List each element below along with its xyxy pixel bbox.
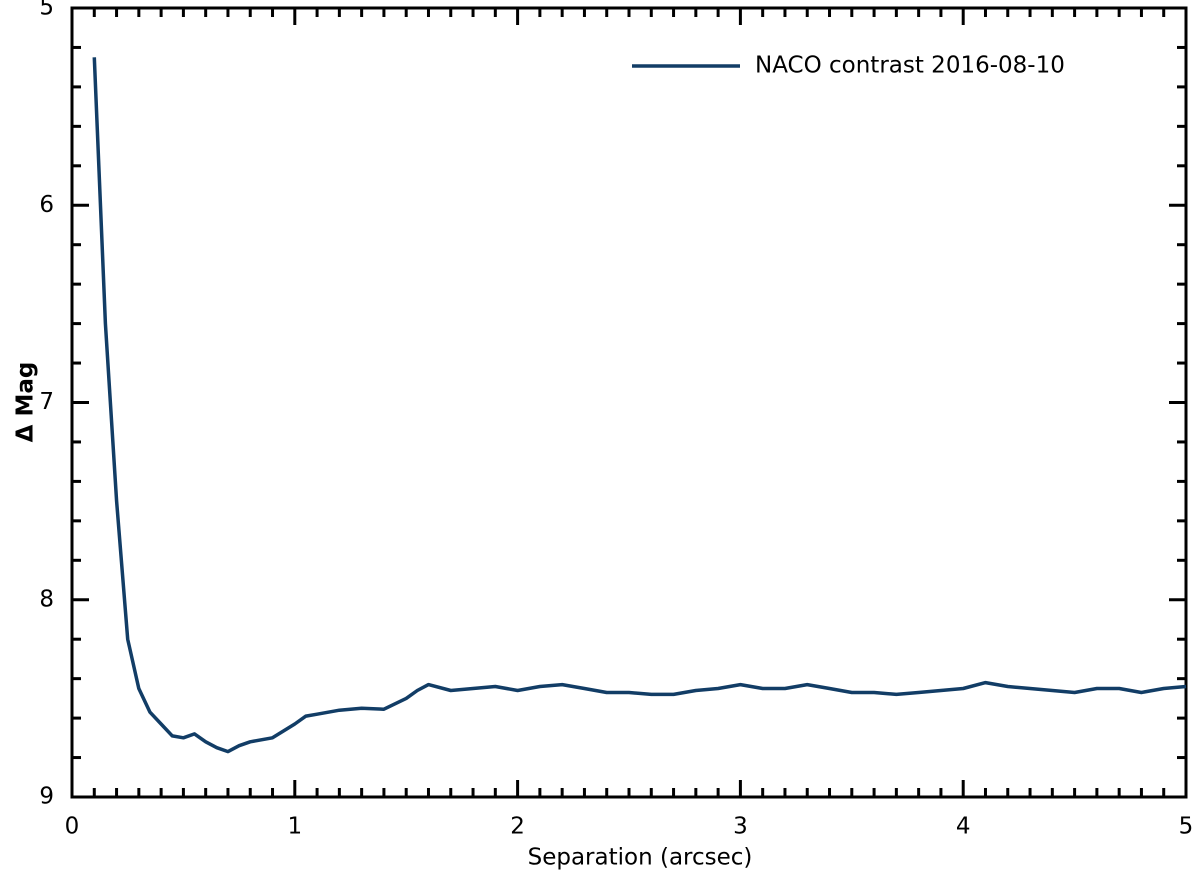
y-tick-label: 9 [39, 784, 54, 810]
x-tick-label: 5 [1179, 814, 1194, 840]
x-axis-label: Separation (arcsec) [528, 845, 753, 871]
data-line [92, 57, 1187, 754]
x-tick-label: 3 [733, 814, 748, 840]
plot-frame [70, 6, 1188, 799]
y-tick-label: 5 [39, 0, 54, 21]
y-axis-label: Δ Mag [13, 362, 39, 443]
x-tick-label: 1 [287, 814, 302, 840]
y-tick-label: 6 [39, 192, 54, 218]
y-tick-label: 8 [39, 586, 54, 612]
y-tick-label: 7 [39, 389, 54, 415]
x-tick-label: 4 [956, 814, 971, 840]
x-tick-label: 2 [510, 814, 525, 840]
x-tick-label: 0 [65, 814, 80, 840]
legend-label: NACO contrast 2016-08-10 [755, 53, 1065, 79]
